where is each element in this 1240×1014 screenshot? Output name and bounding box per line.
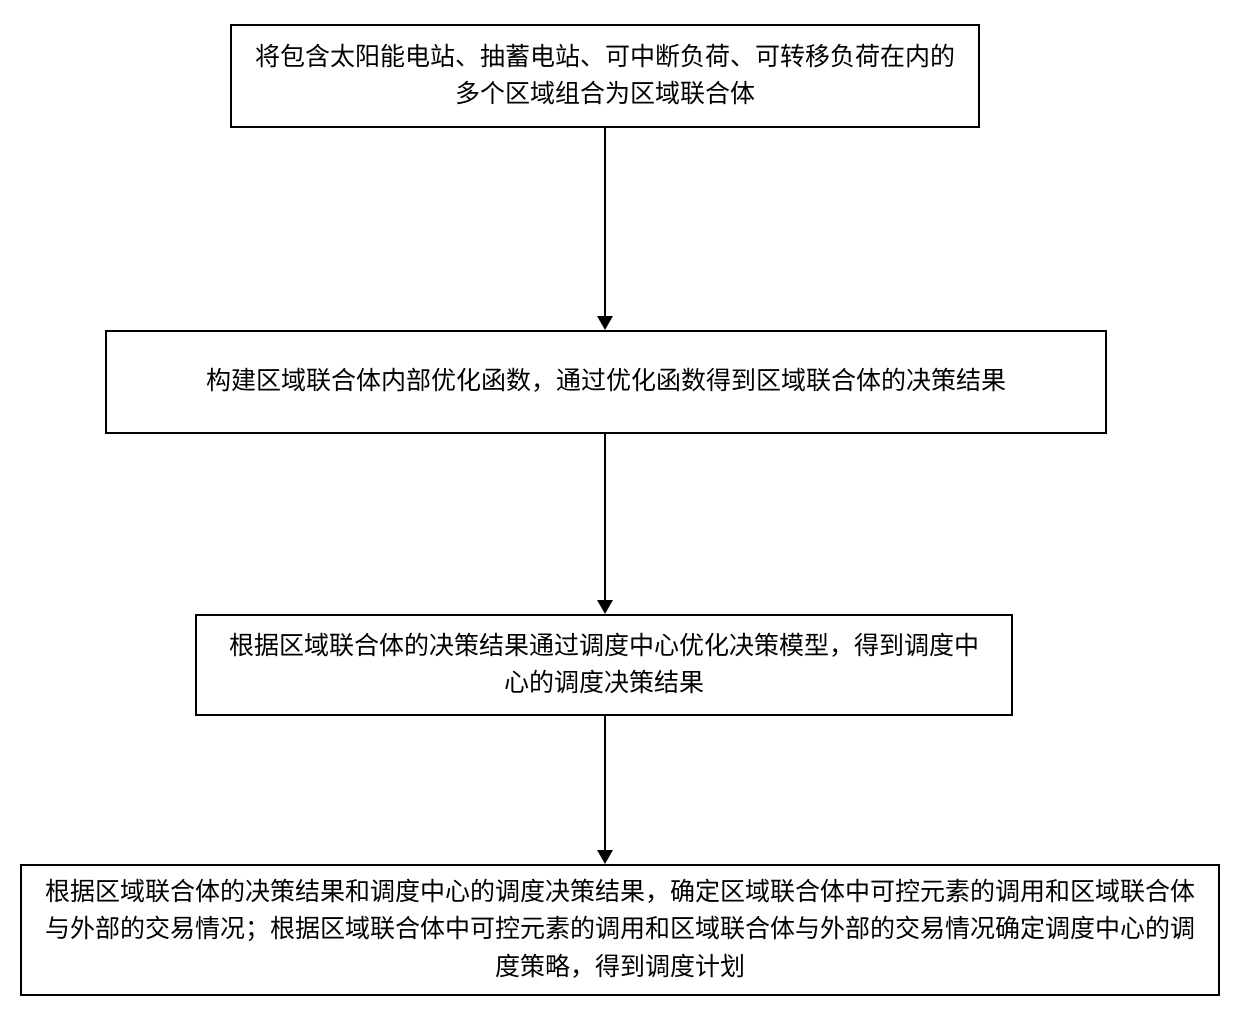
flowchart-box-4: 根据区域联合体的决策结果和调度中心的调度决策结果，确定区域联合体中可控元素的调用… — [20, 864, 1220, 996]
box-2-text: 构建区域联合体内部优化函数，通过优化函数得到区域联合体的决策结果 — [206, 363, 1006, 401]
box-3-text: 根据区域联合体的决策结果通过调度中心优化决策模型，得到调度中心的调度决策结果 — [217, 628, 991, 703]
arrow-line-1 — [604, 128, 606, 316]
arrow-head-2 — [597, 600, 613, 614]
flowchart-box-1: 将包含太阳能电站、抽蓄电站、可中断负荷、可转移负荷在内的多个区域组合为区域联合体 — [230, 24, 980, 128]
arrow-line-2 — [604, 434, 606, 600]
arrow-line-3 — [604, 716, 606, 850]
arrow-head-1 — [597, 316, 613, 330]
arrow-head-3 — [597, 850, 613, 864]
box-1-text: 将包含太阳能电站、抽蓄电站、可中断负荷、可转移负荷在内的多个区域组合为区域联合体 — [252, 39, 958, 114]
flowchart-container: 将包含太阳能电站、抽蓄电站、可中断负荷、可转移负荷在内的多个区域组合为区域联合体… — [0, 0, 1240, 1014]
flowchart-box-3: 根据区域联合体的决策结果通过调度中心优化决策模型，得到调度中心的调度决策结果 — [195, 614, 1013, 716]
box-4-text: 根据区域联合体的决策结果和调度中心的调度决策结果，确定区域联合体中可控元素的调用… — [42, 874, 1198, 987]
flowchart-box-2: 构建区域联合体内部优化函数，通过优化函数得到区域联合体的决策结果 — [105, 330, 1107, 434]
